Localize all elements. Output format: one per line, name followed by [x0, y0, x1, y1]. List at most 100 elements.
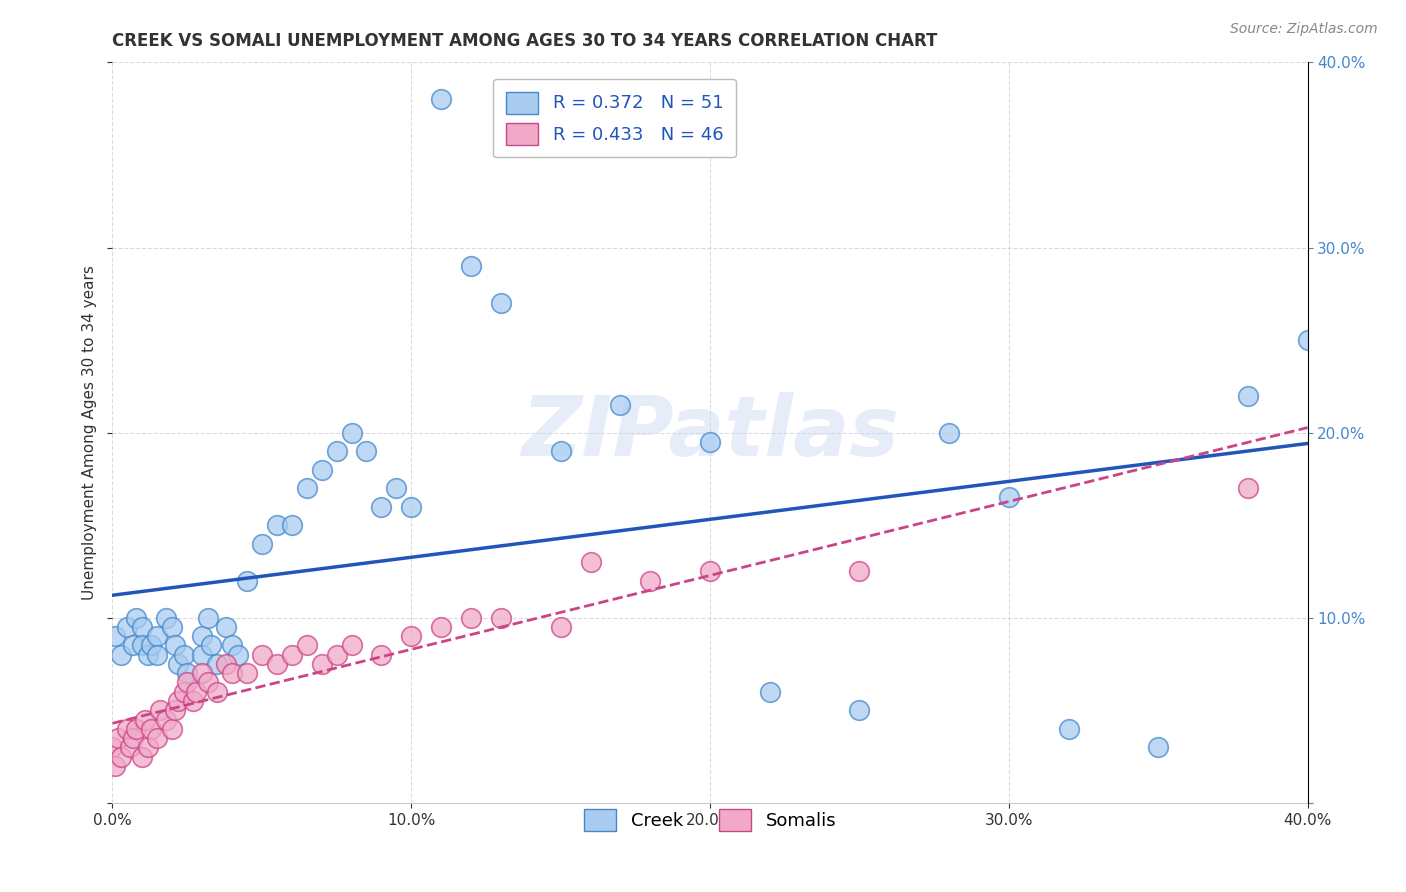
Point	[134, 713, 156, 727]
Point	[311, 462, 333, 476]
Point	[167, 694, 190, 708]
Point	[1147, 740, 1170, 755]
Point	[191, 666, 214, 681]
Point	[107, 731, 129, 745]
Point	[167, 657, 190, 671]
Point	[295, 639, 318, 653]
Point	[550, 444, 572, 458]
Point	[186, 685, 208, 699]
Point	[295, 481, 318, 495]
Point	[162, 722, 183, 736]
Point	[699, 434, 721, 449]
Point	[162, 620, 183, 634]
Point	[146, 648, 169, 662]
Point	[281, 648, 304, 662]
Point	[125, 722, 148, 736]
Point	[848, 703, 870, 717]
Point	[146, 629, 169, 643]
Point	[938, 425, 960, 440]
Point	[181, 694, 204, 708]
Point	[266, 657, 288, 671]
Point	[221, 666, 243, 681]
Point	[215, 657, 238, 671]
Point	[138, 648, 160, 662]
Point	[173, 648, 195, 662]
Point	[340, 639, 363, 653]
Point	[489, 296, 512, 310]
Point	[460, 610, 482, 624]
Point	[122, 731, 145, 745]
Point	[236, 666, 259, 681]
Point	[460, 259, 482, 273]
Point	[250, 536, 273, 550]
Point	[205, 685, 228, 699]
Point	[370, 500, 392, 514]
Point	[104, 758, 127, 772]
Point	[155, 713, 177, 727]
Point	[176, 675, 198, 690]
Point	[699, 565, 721, 579]
Point	[325, 648, 347, 662]
Point	[401, 629, 423, 643]
Point	[1237, 481, 1260, 495]
Point	[1296, 333, 1319, 347]
Point	[131, 620, 153, 634]
Point	[155, 610, 177, 624]
Point	[205, 657, 228, 671]
Point	[110, 749, 132, 764]
Point	[356, 444, 378, 458]
Point	[117, 722, 139, 736]
Point	[101, 740, 124, 755]
Point	[122, 639, 145, 653]
Point	[104, 629, 127, 643]
Point	[141, 722, 163, 736]
Point	[149, 703, 172, 717]
Text: Source: ZipAtlas.com: Source: ZipAtlas.com	[1230, 22, 1378, 37]
Point	[215, 620, 238, 634]
Point	[131, 749, 153, 764]
Point	[165, 703, 187, 717]
Legend: Creek, Somalis: Creek, Somalis	[576, 802, 844, 838]
Point	[117, 620, 139, 634]
Point	[200, 639, 222, 653]
Point	[138, 740, 160, 755]
Point	[125, 610, 148, 624]
Point	[266, 518, 288, 533]
Point	[197, 675, 219, 690]
Point	[197, 610, 219, 624]
Point	[110, 648, 132, 662]
Point	[250, 648, 273, 662]
Text: CREEK VS SOMALI UNEMPLOYMENT AMONG AGES 30 TO 34 YEARS CORRELATION CHART: CREEK VS SOMALI UNEMPLOYMENT AMONG AGES …	[112, 32, 938, 50]
Point	[640, 574, 662, 588]
Point	[1237, 388, 1260, 402]
Point	[370, 648, 392, 662]
Point	[120, 740, 142, 755]
Point	[236, 574, 259, 588]
Point	[325, 444, 347, 458]
Point	[311, 657, 333, 671]
Point	[281, 518, 304, 533]
Point	[550, 620, 572, 634]
Point	[226, 648, 249, 662]
Point	[176, 666, 198, 681]
Point	[131, 639, 153, 653]
Point	[385, 481, 408, 495]
Point	[1057, 722, 1080, 736]
Point	[998, 491, 1021, 505]
Point	[146, 731, 169, 745]
Point	[401, 500, 423, 514]
Point	[430, 620, 453, 634]
Point	[191, 629, 214, 643]
Point	[191, 648, 214, 662]
Point	[173, 685, 195, 699]
Point	[609, 398, 631, 412]
Point	[430, 92, 453, 106]
Point	[221, 639, 243, 653]
Point	[489, 610, 512, 624]
Text: ZIPatlas: ZIPatlas	[522, 392, 898, 473]
Y-axis label: Unemployment Among Ages 30 to 34 years: Unemployment Among Ages 30 to 34 years	[82, 265, 97, 600]
Point	[759, 685, 782, 699]
Point	[848, 565, 870, 579]
Point	[165, 639, 187, 653]
Point	[141, 639, 163, 653]
